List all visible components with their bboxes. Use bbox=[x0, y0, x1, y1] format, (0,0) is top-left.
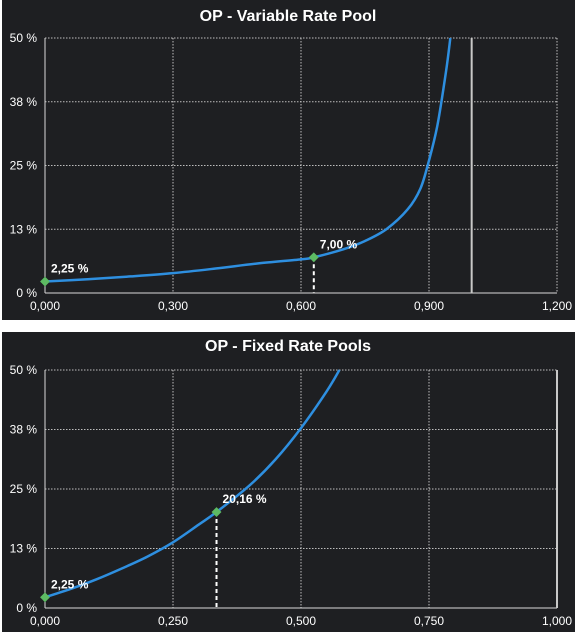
data-label: 20,16 % bbox=[223, 492, 267, 506]
y-tick-label: 25 % bbox=[10, 159, 38, 173]
data-point-marker bbox=[40, 276, 50, 287]
x-tick-label: 0,250 bbox=[158, 614, 188, 628]
x-tick-label: 0,900 bbox=[414, 299, 444, 313]
y-tick-label: 13 % bbox=[10, 542, 38, 556]
x-tick-label: 0,600 bbox=[286, 299, 316, 313]
chart-title: OP - Fixed Rate Pools bbox=[205, 338, 371, 355]
y-tick-label: 13 % bbox=[10, 222, 38, 236]
y-tick-label: 0 % bbox=[16, 601, 37, 615]
x-tick-label: 1,200 bbox=[542, 299, 572, 313]
x-tick-label: 0,000 bbox=[30, 299, 60, 313]
x-tick-label: 0,500 bbox=[286, 614, 316, 628]
x-tick-label: 1,000 bbox=[542, 614, 572, 628]
x-tick-label: 0,000 bbox=[30, 614, 60, 628]
y-tick-label: 50 % bbox=[10, 363, 38, 377]
y-tick-label: 50 % bbox=[10, 31, 38, 45]
y-tick-label: 25 % bbox=[10, 482, 38, 496]
data-point-marker bbox=[40, 592, 50, 603]
x-tick-label: 0,300 bbox=[158, 299, 188, 313]
data-label: 7,00 % bbox=[320, 237, 358, 251]
x-tick-label: 0,750 bbox=[414, 614, 444, 628]
data-point-marker bbox=[308, 252, 319, 263]
fixed-rate-pools-chart: OP - Fixed Rate Pools 0,000 0,250 0,500 0,7… bbox=[2, 332, 575, 632]
fixed-rate-pools-svg: OP - Fixed Rate Pools 0,000 0,250 0,500 0,7… bbox=[10, 338, 573, 628]
data-label: 2,25 % bbox=[51, 262, 89, 276]
series-line bbox=[44, 37, 452, 283]
variable-rate-pool-svg: OP - Variable Rate Pool 0,000 0,300 0,600 0… bbox=[10, 8, 573, 313]
data-label: 2,25 % bbox=[51, 577, 89, 591]
y-tick-label: 38 % bbox=[10, 423, 38, 437]
variable-rate-pool-chart: OP - Variable Rate Pool 0,000 0,300 0,600 0… bbox=[2, 0, 575, 320]
series-line bbox=[44, 369, 341, 599]
chart-title: OP - Variable Rate Pool bbox=[200, 8, 377, 25]
y-tick-label: 0 % bbox=[16, 286, 37, 300]
y-tick-label: 38 % bbox=[10, 95, 38, 109]
